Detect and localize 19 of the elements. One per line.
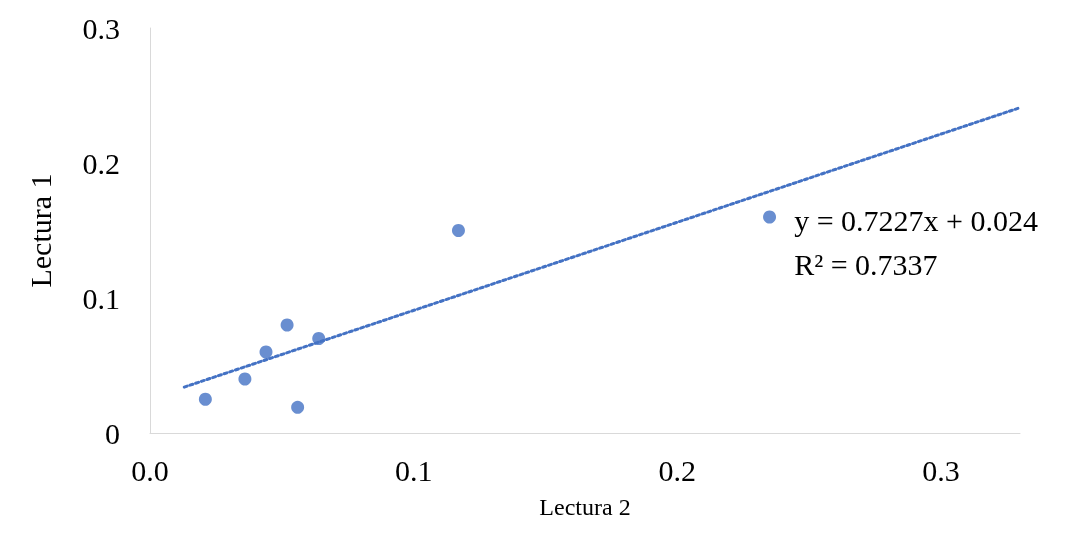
point <box>763 210 777 224</box>
y-tick-label: 0 <box>105 416 120 450</box>
point <box>238 372 252 386</box>
x-tick-label: 0.1 <box>394 453 433 487</box>
point <box>291 400 305 414</box>
x-axis-title: Lectura 2 <box>539 494 631 520</box>
x-tick-label: 0.3 <box>922 453 960 487</box>
y-tick-label: 0.1 <box>82 281 120 315</box>
point <box>280 318 294 332</box>
y-tick-label: 0.2 <box>82 146 120 180</box>
annotation: y = 0.7227x + 0.024 <box>794 203 1039 237</box>
point <box>198 392 212 406</box>
point <box>451 224 465 237</box>
annotation: R² = 0.7337 <box>794 247 938 281</box>
y-tick-label: 0.3 <box>82 11 120 45</box>
x-tick-label: 0.2 <box>658 453 697 487</box>
x-tick-label: 0.0 <box>131 453 169 487</box>
y-axis-title: Lectura 1 <box>23 173 57 288</box>
point <box>259 345 273 359</box>
